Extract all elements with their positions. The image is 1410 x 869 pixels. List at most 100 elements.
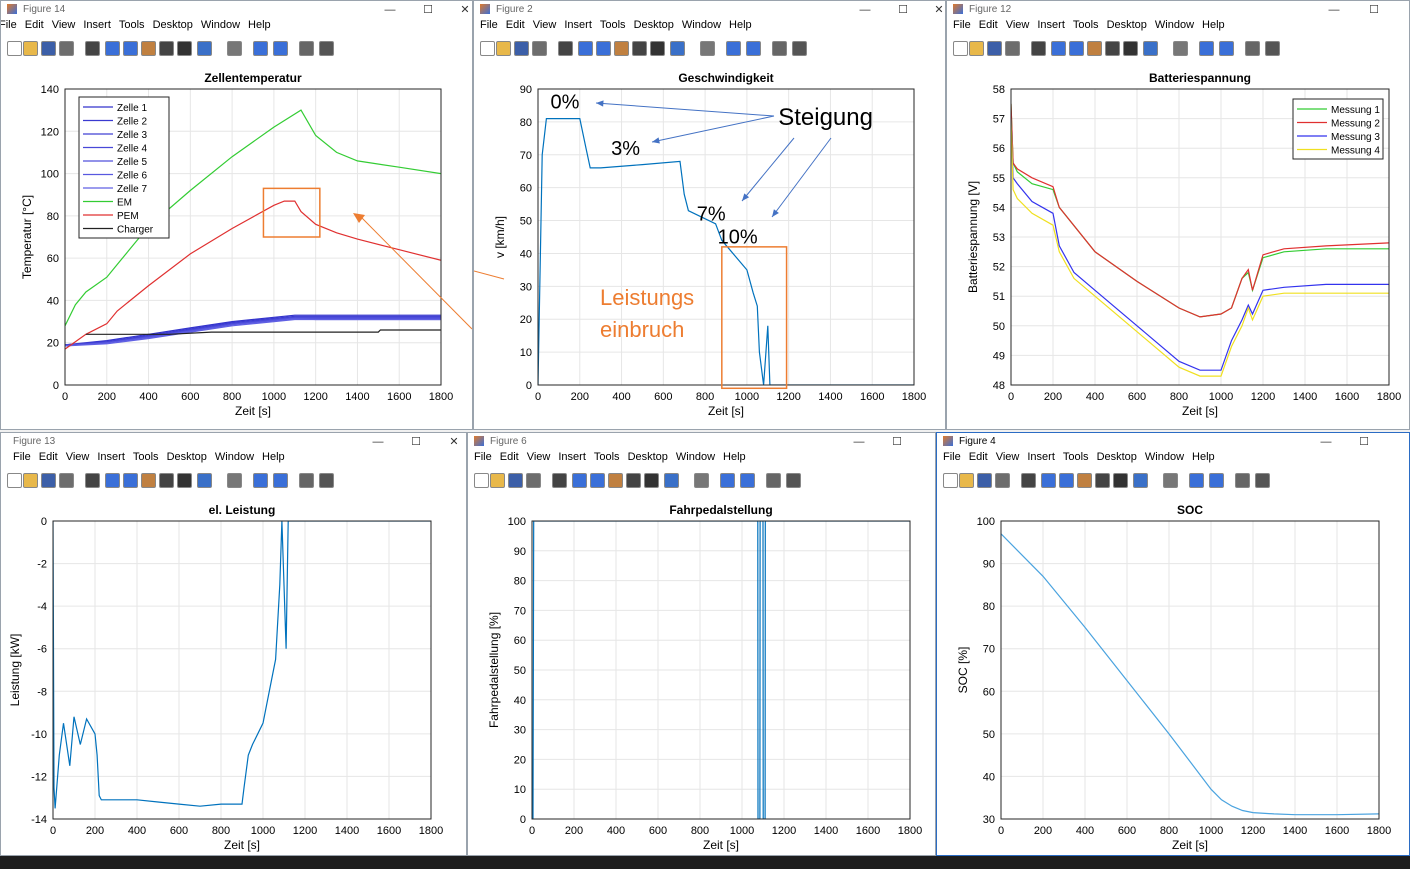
brush-icon[interactable] — [1143, 41, 1158, 56]
pointer-icon[interactable] — [558, 41, 573, 56]
menu-item-help[interactable]: Help — [729, 19, 752, 31]
colorbar-icon[interactable] — [1189, 473, 1204, 488]
minimize-button[interactable]: — — [372, 436, 384, 448]
print-icon[interactable] — [526, 473, 541, 488]
menu-item-desktop[interactable]: Desktop — [152, 19, 193, 31]
hide-tools-icon[interactable] — [1245, 41, 1260, 56]
open-folder-icon[interactable] — [23, 41, 38, 56]
zoom-out-icon[interactable] — [596, 41, 611, 56]
link-icon[interactable] — [227, 473, 242, 488]
dock-icon[interactable] — [319, 473, 334, 488]
save-icon[interactable] — [514, 41, 529, 56]
pointer-icon[interactable] — [552, 473, 567, 488]
colorbar-icon[interactable] — [253, 41, 268, 56]
minimize-button[interactable]: — — [859, 4, 871, 16]
menu-item-file[interactable]: File — [13, 451, 31, 463]
open-folder-icon[interactable] — [959, 473, 974, 488]
menu-item-tools[interactable]: Tools — [1072, 19, 1099, 31]
print-icon[interactable] — [59, 473, 74, 488]
print-icon[interactable] — [995, 473, 1010, 488]
menu-item-view[interactable]: View — [532, 19, 557, 31]
menu-item-window[interactable]: Window — [1144, 451, 1185, 463]
save-icon[interactable] — [41, 41, 56, 56]
pan-icon[interactable] — [141, 41, 156, 56]
maximize-button[interactable]: ☐ — [411, 436, 421, 448]
data-cursor-icon[interactable] — [644, 473, 659, 488]
new-file-icon[interactable] — [953, 41, 968, 56]
menu-item-insert[interactable]: Insert — [564, 19, 592, 31]
zoom-in-icon[interactable] — [1041, 473, 1056, 488]
maximize-button[interactable]: ☐ — [898, 4, 908, 16]
open-folder-icon[interactable] — [23, 473, 38, 488]
minimize-button[interactable]: — — [384, 4, 396, 16]
zoom-in-icon[interactable] — [572, 473, 587, 488]
close-button[interactable]: ✕ — [449, 436, 459, 448]
menu-item-desktop[interactable]: Desktop — [1106, 19, 1147, 31]
link-icon[interactable] — [1163, 473, 1178, 488]
dock-icon[interactable] — [1255, 473, 1270, 488]
new-file-icon[interactable] — [943, 473, 958, 488]
title-bar[interactable]: Figure 12 — ☐ — [947, 1, 1409, 19]
brush-icon[interactable] — [670, 41, 685, 56]
menu-item-desktop[interactable]: Desktop — [166, 451, 207, 463]
menu-item-edit[interactable]: Edit — [968, 451, 988, 463]
brush-icon[interactable] — [197, 41, 212, 56]
menu-item-help[interactable]: Help — [1202, 19, 1225, 31]
new-file-icon[interactable] — [7, 41, 22, 56]
rotate-icon[interactable] — [626, 473, 641, 488]
data-cursor-icon[interactable] — [1123, 41, 1138, 56]
minimize-button[interactable]: — — [1328, 4, 1340, 16]
pointer-icon[interactable] — [85, 41, 100, 56]
data-cursor-icon[interactable] — [1113, 473, 1128, 488]
menu-item-file[interactable]: File — [0, 19, 17, 31]
dock-icon[interactable] — [1265, 41, 1280, 56]
menu-item-tools[interactable]: Tools — [118, 19, 145, 31]
dock-icon[interactable] — [792, 41, 807, 56]
open-folder-icon[interactable] — [496, 41, 511, 56]
menu-item-window[interactable]: Window — [214, 451, 255, 463]
menu-item-desktop[interactable]: Desktop — [1096, 451, 1137, 463]
open-folder-icon[interactable] — [490, 473, 505, 488]
menu-item-insert[interactable]: Insert — [83, 19, 111, 31]
colorbar-icon[interactable] — [253, 473, 268, 488]
menu-item-window[interactable]: Window — [681, 19, 722, 31]
menu-item-window[interactable]: Window — [675, 451, 716, 463]
print-icon[interactable] — [1005, 41, 1020, 56]
zoom-in-icon[interactable] — [578, 41, 593, 56]
menu-item-tools[interactable]: Tools — [599, 19, 626, 31]
title-bar[interactable]: Figure 4 — ☐ — [937, 433, 1409, 451]
menu-item-tools[interactable]: Tools — [132, 451, 159, 463]
zoom-out-icon[interactable] — [1069, 41, 1084, 56]
menu-item-file[interactable]: File — [480, 19, 498, 31]
rotate-icon[interactable] — [159, 41, 174, 56]
pan-icon[interactable] — [614, 41, 629, 56]
new-file-icon[interactable] — [480, 41, 495, 56]
legend-icon[interactable] — [273, 41, 288, 56]
save-icon[interactable] — [977, 473, 992, 488]
menu-item-edit[interactable]: Edit — [978, 19, 998, 31]
legend-icon[interactable] — [746, 41, 761, 56]
maximize-button[interactable]: ☐ — [1369, 4, 1379, 16]
brush-icon[interactable] — [664, 473, 679, 488]
menu-item-edit[interactable]: Edit — [24, 19, 44, 31]
menu-item-help[interactable]: Help — [1192, 451, 1215, 463]
title-bar[interactable]: Figure 2 — ☐ ✕ — [474, 1, 945, 19]
menu-item-tools[interactable]: Tools — [1062, 451, 1089, 463]
brush-icon[interactable] — [1133, 473, 1148, 488]
legend-icon[interactable] — [273, 473, 288, 488]
data-cursor-icon[interactable] — [177, 473, 192, 488]
open-folder-icon[interactable] — [969, 41, 984, 56]
title-bar[interactable]: Figure 13 — ☐ ✕ — [1, 433, 466, 451]
zoom-out-icon[interactable] — [123, 473, 138, 488]
maximize-button[interactable]: ☐ — [1359, 436, 1369, 448]
legend-icon[interactable] — [1209, 473, 1224, 488]
menu-item-help[interactable]: Help — [262, 451, 285, 463]
data-cursor-icon[interactable] — [177, 41, 192, 56]
colorbar-icon[interactable] — [1199, 41, 1214, 56]
menu-item-insert[interactable]: Insert — [97, 451, 125, 463]
menu-item-desktop[interactable]: Desktop — [627, 451, 668, 463]
title-bar[interactable]: Figure 14 — ☐ ✕ — [1, 1, 472, 19]
pointer-icon[interactable] — [1031, 41, 1046, 56]
zoom-out-icon[interactable] — [123, 41, 138, 56]
rotate-icon[interactable] — [632, 41, 647, 56]
